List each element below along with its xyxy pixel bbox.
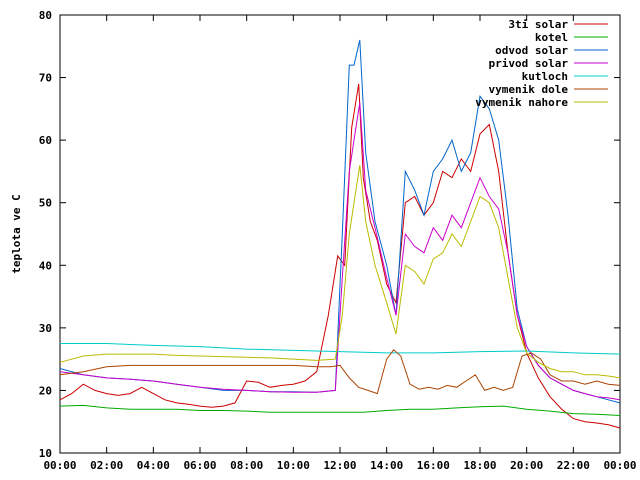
series-line-3ti-solar — [59, 83, 621, 429]
legend-label-vymenik-nahore: vymenik nahore — [475, 96, 568, 109]
x-axis: 00:00 02:00 04:00 06:00 08:00 10:00 12:00 14:00… — [43, 15, 637, 472]
series-line-kotel — [59, 404, 621, 416]
x-tick-label: 04:00 — [137, 459, 170, 472]
series-line-kutloch — [60, 343, 621, 355]
x-tick-label: 02:00 — [90, 459, 123, 472]
y-tick-label: 20 — [39, 384, 52, 397]
x-tick-label: 00:00 — [43, 459, 76, 472]
x-tick-label: 00:00 — [603, 459, 636, 472]
legend-label-kotel: kotel — [535, 31, 568, 44]
x-tick-label: 20:00 — [510, 459, 543, 472]
legend-label-vymenik-dole: vymenik dole — [489, 83, 569, 96]
legend-label-privod-solar: privod solar — [489, 57, 569, 70]
y-tick-label: 80 — [39, 9, 52, 22]
legend-label-3ti-solar: 3ti solar — [508, 18, 568, 31]
y-axis: 10 20 30 40 50 60 70 80 — [39, 9, 620, 460]
series-line-privod-solar — [59, 102, 621, 401]
x-tick-label: 12:00 — [323, 459, 356, 472]
x-tick-label: 16:00 — [417, 459, 450, 472]
y-tick-label: 40 — [39, 259, 52, 272]
y-tick-label: 30 — [39, 322, 52, 335]
y-tick-label: 70 — [39, 72, 52, 85]
series-line-vymenik-dole — [59, 349, 621, 395]
x-tick-label: 08:00 — [230, 459, 263, 472]
series-lines — [59, 39, 621, 429]
x-tick-label: 10:00 — [277, 459, 310, 472]
y-tick-label: 10 — [39, 447, 52, 460]
legend-label-kutloch: kutloch — [522, 70, 568, 83]
y-tick-label: 60 — [39, 134, 52, 147]
series-line-vymenik-nahore — [59, 165, 621, 379]
y-tick-label: 50 — [39, 197, 52, 210]
x-tick-label: 06:00 — [183, 459, 216, 472]
x-tick-label: 22:00 — [557, 459, 590, 472]
x-tick-label: 18:00 — [463, 459, 496, 472]
y-axis-label: teplota ve C — [10, 194, 23, 273]
x-tick-label: 14:00 — [370, 459, 403, 472]
legend-label-odvod-solar: odvod solar — [495, 44, 568, 57]
